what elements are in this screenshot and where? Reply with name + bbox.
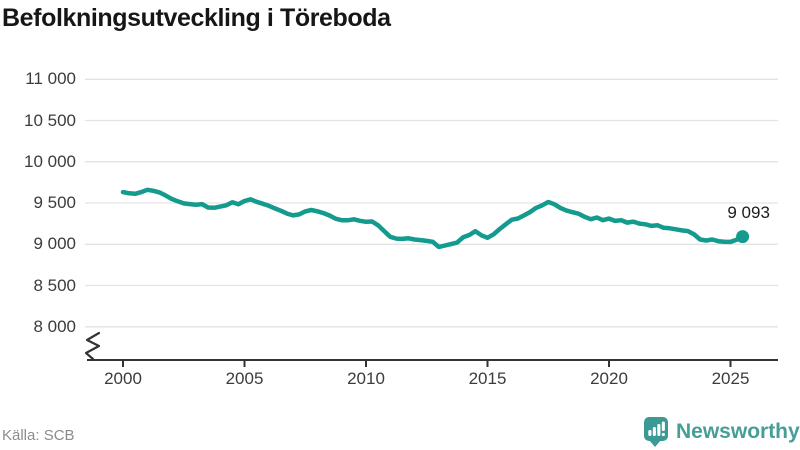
y-axis-break-icon [84, 331, 101, 361]
newsworthy-logo: Newsworthy [644, 417, 800, 448]
y-tick-label: 9 500 [33, 193, 76, 212]
source-label: Källa: SCB [2, 427, 75, 444]
x-tick-label: 2010 [347, 369, 385, 388]
x-tick-label: 2015 [468, 369, 507, 388]
y-tick-label: 9 000 [33, 234, 76, 254]
population-line [120, 187, 745, 250]
x-tick-label: 2025 [711, 369, 750, 388]
y-tick-label: 8 000 [33, 316, 76, 336]
end-value-label: 9 093 [727, 202, 770, 222]
y-tick-label: 10 500 [24, 110, 76, 130]
y-tick-label: 10 000 [24, 151, 76, 171]
y-tick-label: 8 500 [33, 275, 76, 295]
page-title: Befolkningsutveckling i Töreboda [2, 4, 391, 32]
newsworthy-logo-icon [644, 417, 668, 447]
x-tick-label: 2005 [225, 369, 264, 388]
newsworthy-logo-text: Newsworthy [676, 420, 800, 443]
x-tick-label: 2020 [590, 369, 628, 388]
end-point-dot [736, 230, 750, 244]
x-tick-label: 2000 [104, 369, 142, 388]
y-tick-label: 11 000 [25, 69, 76, 89]
